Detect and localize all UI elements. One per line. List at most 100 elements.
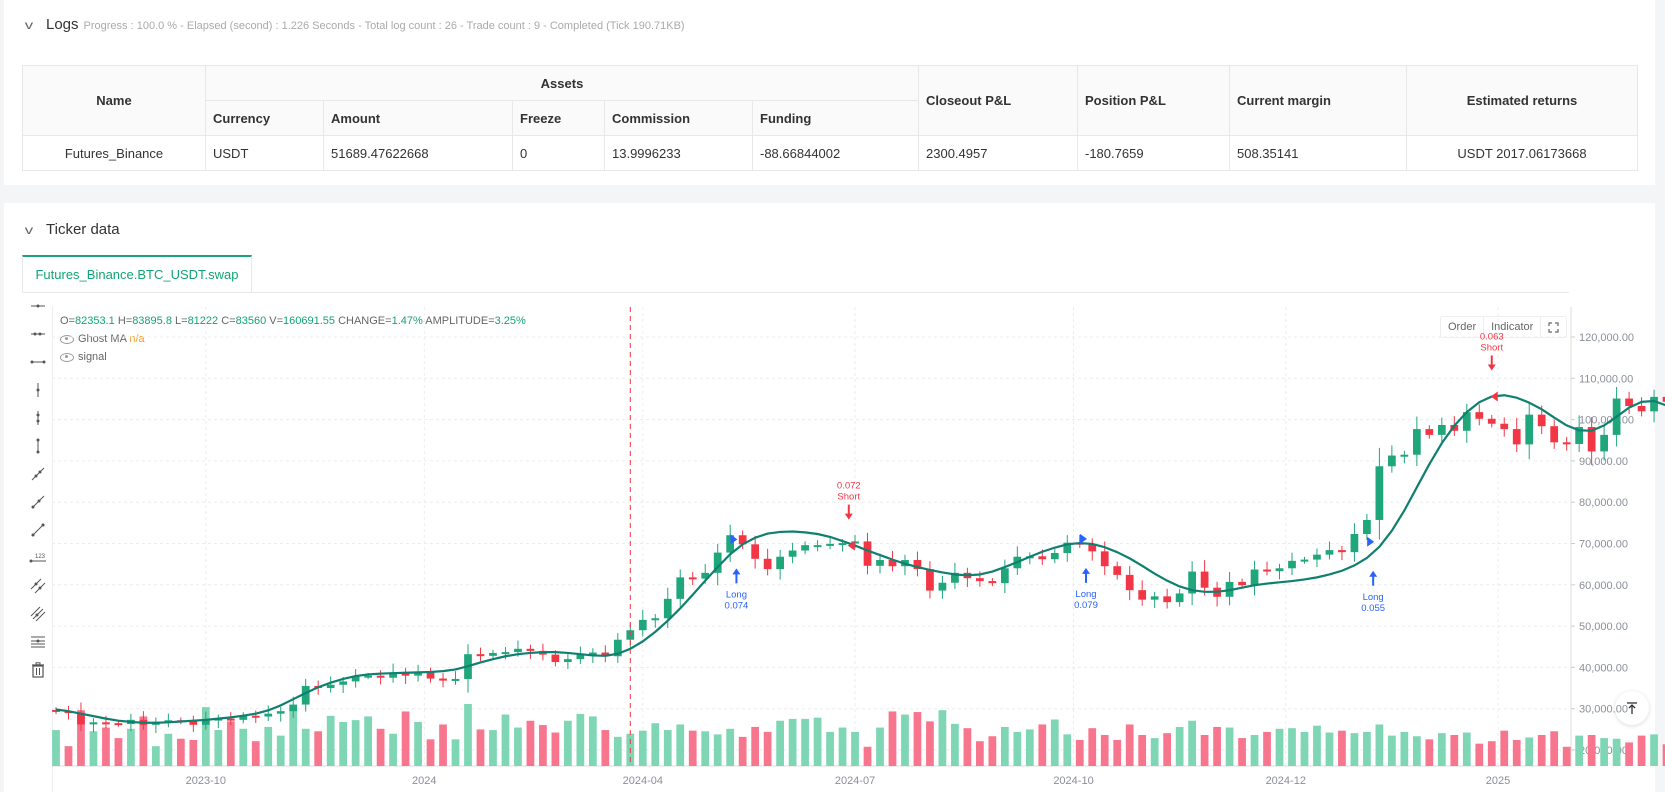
cell-name: Futures_Binance (22, 135, 206, 171)
candle-body (1125, 574, 1134, 591)
candle-body (876, 560, 884, 566)
long-arrow-icon (1369, 570, 1378, 586)
volume-bar (1525, 737, 1534, 766)
candle-body (414, 671, 422, 676)
fullscreen-icon (1548, 321, 1559, 333)
trend-line-icon[interactable] (28, 464, 48, 484)
chevron-down-icon[interactable]: v (24, 223, 34, 237)
vertical-segment-icon[interactable] (28, 408, 48, 428)
volume-bar (102, 727, 110, 766)
cell-funding: -88.66844002 (752, 135, 919, 171)
volume-bar (1175, 726, 1184, 766)
chevron-down-icon[interactable]: v (24, 18, 34, 32)
candle-body (1550, 426, 1559, 443)
candle-body (1250, 569, 1259, 586)
candle-body (951, 572, 959, 583)
volume-bar (564, 720, 572, 766)
candle-body (926, 569, 934, 591)
candle-body (1600, 434, 1608, 452)
ray-line-icon[interactable] (28, 492, 48, 512)
candle-body (988, 581, 997, 584)
price-lines-icon[interactable] (28, 632, 48, 652)
vertical-ray-icon[interactable] (28, 380, 48, 400)
candle-body (1637, 405, 1646, 412)
candle-body (1412, 429, 1421, 455)
close-value: 83560 (235, 315, 267, 327)
candle-body (1575, 427, 1584, 444)
candle-body (638, 619, 647, 631)
x-tick-label: 2024-07 (835, 775, 875, 787)
fib-channel-icon[interactable] (28, 604, 48, 624)
candle-body (1425, 429, 1434, 435)
volume-bar (351, 720, 360, 766)
volume-bar (1537, 735, 1546, 766)
volume-bar (613, 736, 622, 766)
horizontal-ray-icon[interactable] (28, 296, 48, 316)
indicator-button[interactable]: Indicator (1484, 317, 1542, 337)
eye-icon[interactable] (60, 334, 74, 344)
volume-bar (976, 741, 984, 766)
fullscreen-button[interactable] (1541, 317, 1566, 337)
cell-commission: 13.9996233 (604, 135, 753, 171)
parallel-channel-icon[interactable] (28, 576, 48, 596)
horizontal-segment-icon[interactable] (28, 324, 48, 344)
volume-bar (838, 727, 847, 766)
eye-icon[interactable] (60, 352, 74, 362)
logs-header[interactable]: v Logs Progress : 100.0 % - Elapsed (sec… (24, 16, 685, 33)
volume-bar (1625, 742, 1633, 766)
candle-body (1388, 455, 1396, 467)
volume-bar (1163, 733, 1172, 766)
volume-bar (1100, 735, 1109, 766)
short-arrow-icon (844, 504, 853, 520)
candle-body (326, 684, 335, 689)
back-to-top-button[interactable] (1615, 691, 1649, 725)
candle-body (726, 535, 735, 553)
volume-bar (1325, 732, 1334, 766)
trash-icon[interactable] (28, 660, 48, 680)
amplitude-label: AMPLITUDE= (425, 315, 495, 327)
volume-bar (801, 718, 809, 766)
col-header-freeze: Freeze (512, 100, 605, 136)
x-tick-label: 2024-04 (623, 775, 663, 787)
candle-body (738, 535, 747, 545)
candle-body (713, 552, 722, 573)
long-arrow-icon (1082, 567, 1090, 583)
volume-bar (1088, 728, 1097, 766)
volume-bar (1000, 726, 1009, 766)
candle-body (851, 541, 859, 544)
horizontal-line-icon[interactable] (28, 352, 48, 372)
candle-body (426, 671, 435, 679)
order-button[interactable]: Order (1441, 317, 1485, 337)
candle-body (1088, 543, 1097, 552)
ghost-ma-line (55, 394, 1665, 724)
volume-bar (426, 739, 435, 766)
volume-bar (1400, 731, 1409, 766)
y-tick-label: 110,000.00 (1579, 373, 1633, 385)
col-header-closeout-pl: Closeout P&L (918, 65, 1078, 136)
candle-body (1063, 542, 1072, 553)
change-value: 1.47% (391, 315, 423, 327)
volume-bar (938, 710, 947, 766)
candle-body (1587, 427, 1596, 452)
candle-body (1200, 571, 1209, 588)
ticker-header[interactable]: v Ticker data (24, 221, 120, 238)
volume-bar (152, 746, 160, 766)
volume-bar (1412, 736, 1421, 766)
volume-bar (738, 736, 747, 766)
candle-body (976, 578, 984, 582)
volume-bar (1288, 728, 1296, 766)
volume-bar (813, 717, 822, 766)
volume-bar (77, 710, 85, 766)
indicator-signal[interactable]: signal (60, 351, 107, 363)
volume-bar (52, 730, 60, 766)
volume-bar (1338, 730, 1346, 766)
indicator-ghost-ma[interactable]: Ghost MA n/a (60, 333, 145, 345)
volume-bar (1500, 730, 1509, 766)
y-tick-label: 60,000.00 (1579, 580, 1628, 592)
segment-line-icon[interactable] (28, 520, 48, 540)
price-label-icon[interactable]: 123 (28, 548, 48, 568)
vertical-line-icon[interactable] (28, 436, 48, 456)
signal-label: Short (837, 492, 860, 503)
tab-btc-usdt-swap[interactable]: Futures_Binance.BTC_USDT.swap (22, 255, 252, 292)
